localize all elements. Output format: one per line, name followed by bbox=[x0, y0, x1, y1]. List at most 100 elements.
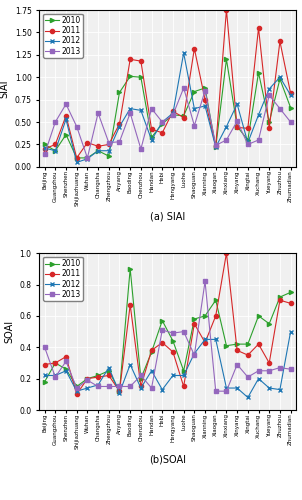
2012 bbox=[257, 376, 260, 382]
2012 bbox=[128, 106, 132, 112]
Line: 2011: 2011 bbox=[43, 251, 293, 396]
2013 bbox=[278, 364, 282, 370]
2013 bbox=[203, 88, 207, 94]
2011 bbox=[267, 360, 271, 366]
2012 bbox=[53, 148, 57, 154]
2013 bbox=[107, 384, 111, 390]
2012 bbox=[246, 140, 250, 145]
2012 bbox=[257, 112, 260, 118]
2012 bbox=[289, 328, 292, 334]
2010 bbox=[128, 74, 132, 80]
2012 bbox=[193, 350, 196, 356]
2010 bbox=[160, 318, 164, 324]
2010 bbox=[150, 134, 153, 140]
2011 bbox=[289, 90, 292, 96]
2013 bbox=[214, 388, 217, 394]
2013 bbox=[128, 110, 132, 116]
2011 bbox=[128, 302, 132, 308]
Legend: 2010, 2011, 2012, 2013: 2010, 2011, 2012, 2013 bbox=[43, 257, 83, 301]
Line: 2013: 2013 bbox=[43, 86, 293, 160]
2012 bbox=[53, 372, 57, 378]
2012 bbox=[150, 137, 153, 143]
2010 bbox=[171, 112, 175, 118]
2013 bbox=[193, 352, 196, 358]
2011 bbox=[139, 58, 143, 64]
2012 bbox=[235, 385, 239, 391]
2012 bbox=[43, 372, 47, 378]
2012 bbox=[160, 119, 164, 125]
2012 bbox=[43, 145, 47, 151]
2012 bbox=[64, 368, 68, 374]
2011 bbox=[139, 384, 143, 390]
2010 bbox=[128, 266, 132, 272]
2013 bbox=[160, 327, 164, 333]
2011 bbox=[85, 376, 89, 382]
2012 bbox=[107, 148, 111, 154]
2011 bbox=[246, 352, 250, 358]
2012 bbox=[118, 124, 121, 130]
2013 bbox=[139, 372, 143, 378]
2013 bbox=[53, 119, 57, 125]
2011 bbox=[53, 142, 57, 148]
2012 bbox=[278, 386, 282, 392]
2012 bbox=[96, 382, 100, 388]
2012 bbox=[150, 368, 153, 374]
2010 bbox=[193, 88, 196, 94]
2013 bbox=[193, 122, 196, 128]
Legend: 2010, 2011, 2012, 2013: 2010, 2011, 2012, 2013 bbox=[43, 14, 83, 58]
2010 bbox=[53, 148, 57, 154]
2011 bbox=[160, 340, 164, 345]
2011 bbox=[257, 341, 260, 347]
2013 bbox=[257, 368, 260, 374]
2012 bbox=[278, 74, 282, 80]
2013 bbox=[75, 124, 79, 130]
2012 bbox=[128, 362, 132, 368]
2011 bbox=[235, 348, 239, 354]
2010 bbox=[150, 349, 153, 355]
2013 bbox=[235, 362, 239, 368]
2013 bbox=[225, 388, 228, 394]
2013 bbox=[289, 119, 292, 125]
2013 bbox=[203, 278, 207, 284]
2010 bbox=[107, 153, 111, 159]
2010 bbox=[75, 155, 79, 161]
2011 bbox=[171, 349, 175, 355]
Y-axis label: SIAI: SIAI bbox=[0, 79, 9, 98]
2012 bbox=[203, 336, 207, 342]
2010 bbox=[160, 121, 164, 127]
2013 bbox=[278, 106, 282, 112]
2011 bbox=[75, 155, 79, 161]
2010 bbox=[235, 124, 239, 130]
2012 bbox=[203, 103, 207, 109]
2010 bbox=[246, 137, 250, 143]
2013 bbox=[150, 106, 153, 112]
2012 bbox=[214, 336, 217, 342]
Line: 2011: 2011 bbox=[43, 8, 293, 160]
2013 bbox=[118, 139, 121, 145]
2012 bbox=[182, 372, 185, 378]
2010 bbox=[171, 338, 175, 344]
2012 bbox=[182, 50, 185, 56]
2012 bbox=[118, 390, 121, 396]
2011 bbox=[214, 143, 217, 149]
2013 bbox=[96, 384, 100, 390]
2013 bbox=[43, 152, 47, 158]
2013 bbox=[182, 328, 185, 334]
2012 bbox=[107, 364, 111, 370]
2012 bbox=[267, 86, 271, 92]
2010 bbox=[289, 290, 292, 296]
2013 bbox=[64, 101, 68, 107]
2012 bbox=[171, 110, 175, 116]
2013 bbox=[53, 374, 57, 380]
2011 bbox=[193, 320, 196, 326]
2010 bbox=[64, 132, 68, 138]
2010 bbox=[214, 144, 217, 150]
Line: 2012: 2012 bbox=[43, 330, 293, 400]
2013 bbox=[246, 142, 250, 148]
2011 bbox=[278, 297, 282, 303]
2012 bbox=[64, 116, 68, 122]
2011 bbox=[128, 56, 132, 62]
2011 bbox=[43, 146, 47, 152]
X-axis label: (a) SIAI: (a) SIAI bbox=[150, 212, 185, 222]
Line: 2013: 2013 bbox=[43, 280, 293, 394]
